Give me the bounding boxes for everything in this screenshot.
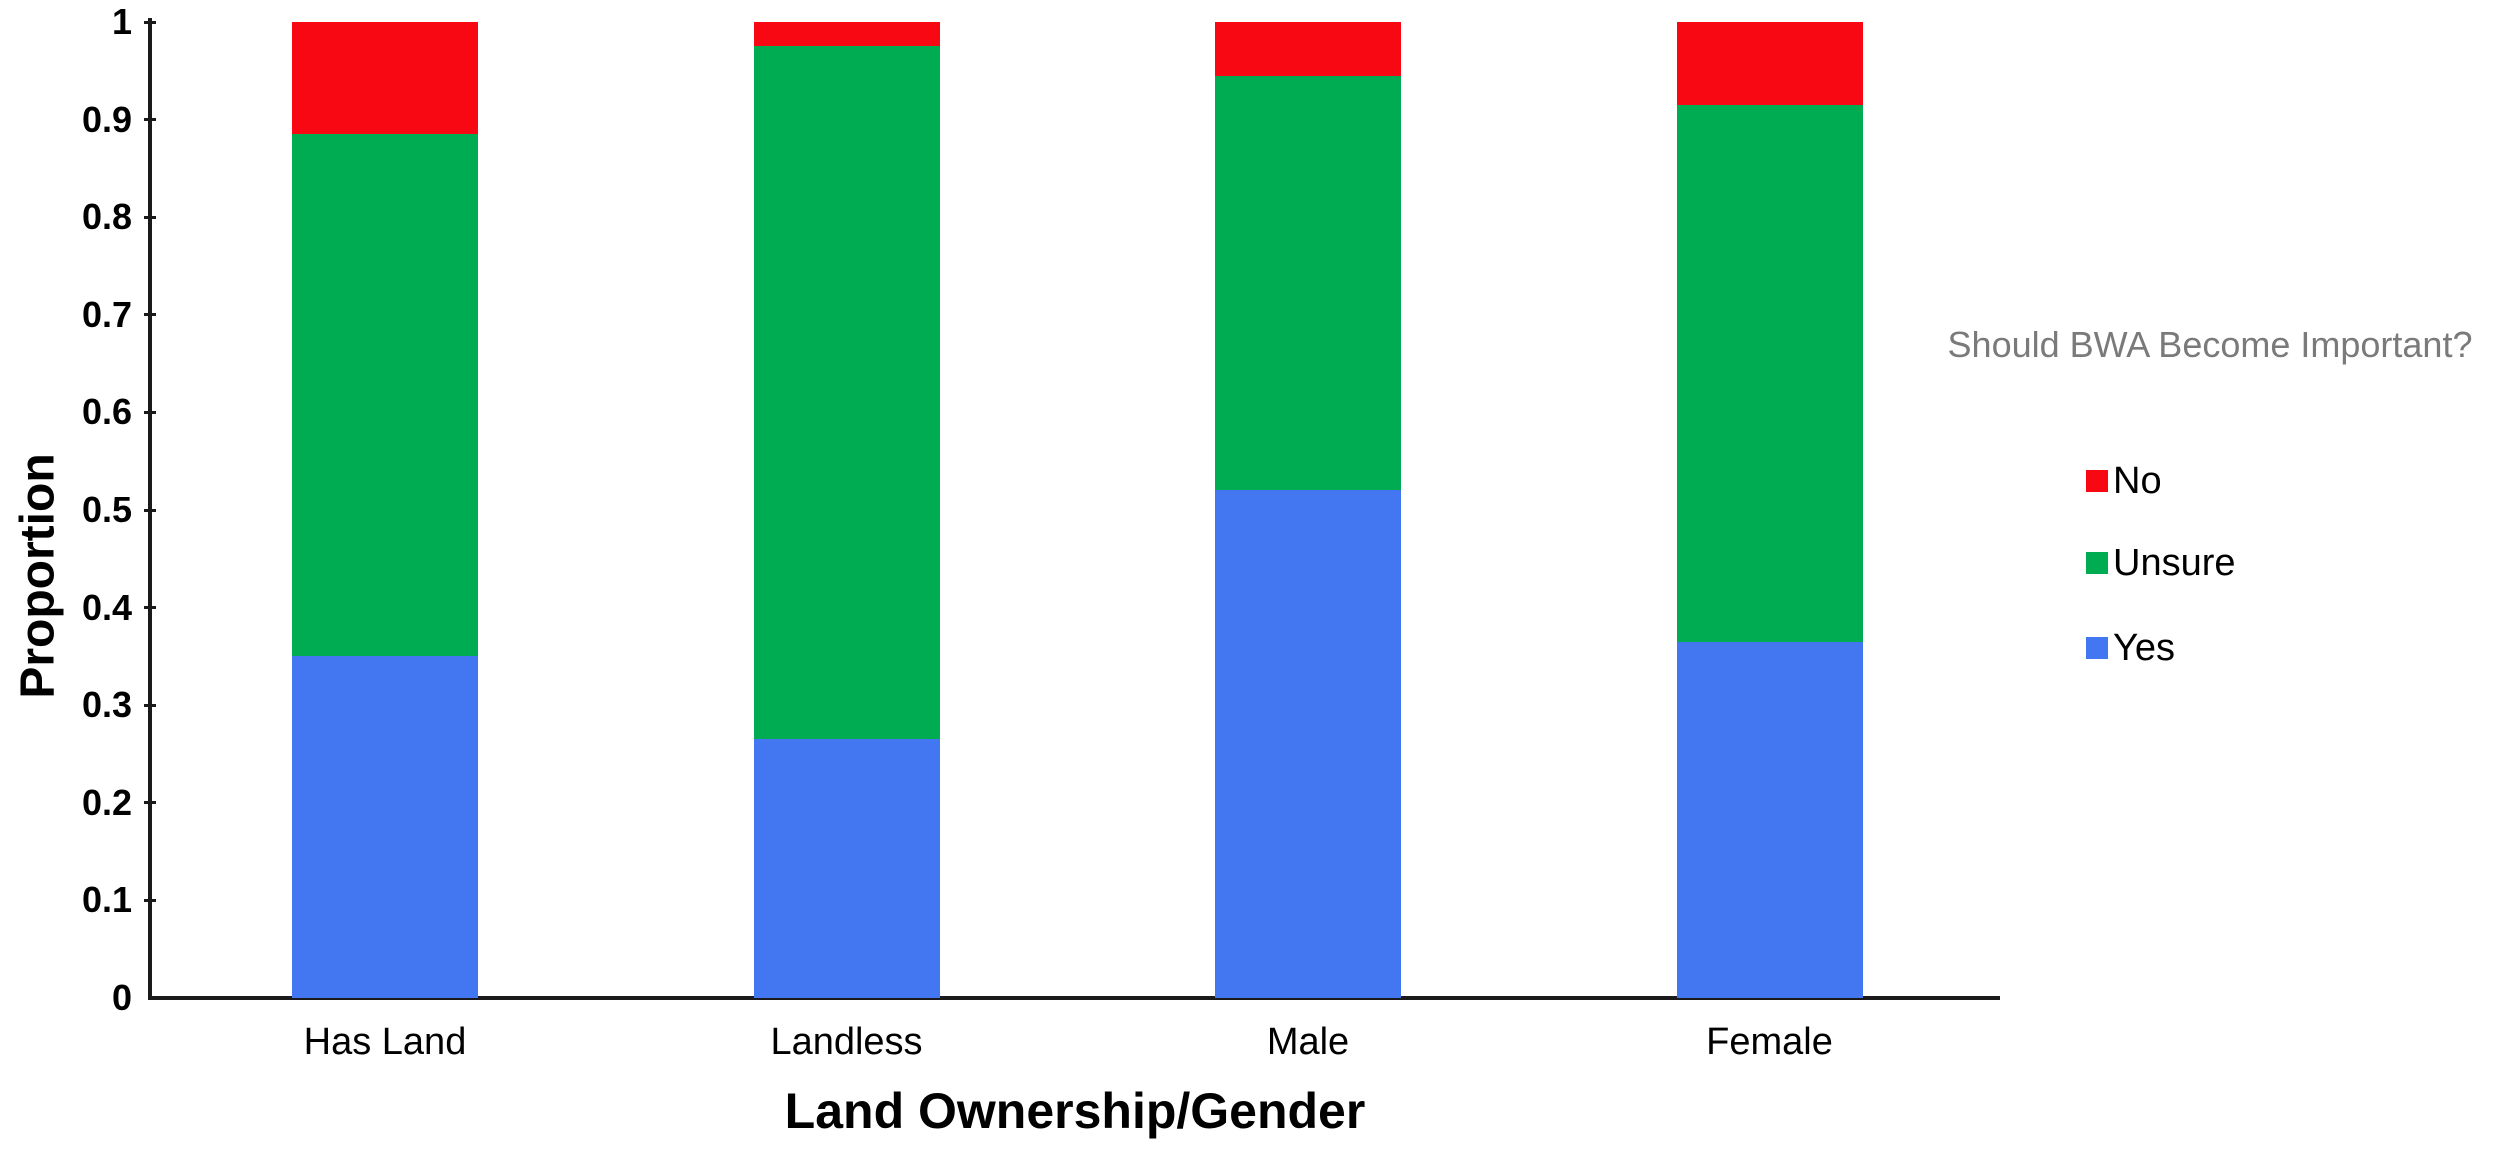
bar-segment-landless-yes — [753, 739, 940, 998]
bar-landless — [753, 22, 940, 998]
bar-segment-has-land-unsure — [292, 134, 478, 657]
y-tick-label-0.9: 0.9 — [81, 98, 132, 140]
y-tick-mark — [144, 118, 156, 122]
legend-label-unsure: Unsure — [2113, 542, 2236, 584]
bar-segment-female-yes — [1676, 641, 1863, 998]
legend-label-no: No — [2113, 460, 2162, 502]
category-label-has-land: Has Land — [303, 1021, 467, 1063]
y-tick-label-0.5: 0.5 — [81, 489, 132, 530]
bar-segment-male-unsure — [1215, 75, 1401, 491]
y-tick-label-0.4: 0.4 — [81, 586, 132, 628]
y-axis-title: Proportion — [11, 453, 65, 699]
y-tick-label-0.8: 0.8 — [81, 196, 132, 238]
y-tick-mark — [144, 410, 156, 414]
y-tick-label-0: 0 — [111, 977, 132, 1018]
y-tick-label-0.3: 0.3 — [81, 684, 132, 726]
y-tick-mark — [144, 606, 156, 610]
category-label-male: Male — [1266, 1021, 1350, 1063]
legend-item-no: No — [2086, 459, 2162, 503]
bar-segment-female-no — [1676, 22, 1863, 105]
y-tick-mark — [144, 801, 156, 805]
bar-segment-female-unsure — [1676, 104, 1863, 642]
category-label-landless: Landless — [770, 1021, 923, 1063]
y-tick-mark — [144, 215, 156, 219]
x-axis-title: Land Ownership/Gender — [784, 1083, 1366, 1139]
y-tick-mark — [144, 20, 156, 24]
category-label-female: Female — [1706, 1021, 1833, 1063]
y-tick-mark — [144, 703, 156, 707]
y-tick-label-0.6: 0.6 — [81, 391, 132, 433]
legend-title: Should BWA Become Important? — [1947, 324, 2473, 365]
legend-swatch-yes — [2086, 637, 2108, 659]
legend-swatch-unsure — [2086, 552, 2108, 574]
bar-segment-male-yes — [1215, 490, 1401, 998]
bar-female — [1676, 22, 1863, 998]
legend-label-yes: Yes — [2113, 627, 2175, 669]
bar-male — [1215, 22, 1401, 998]
legend-item-unsure: Unsure — [2086, 541, 2236, 585]
bar-segment-has-land-no — [292, 22, 478, 135]
y-tick-mark — [144, 898, 156, 902]
y-tick-label-1: 1 — [111, 1, 132, 42]
bar-segment-has-land-yes — [292, 656, 478, 998]
bar-segment-landless-no — [753, 22, 940, 47]
y-tick-label-0.7: 0.7 — [81, 293, 132, 335]
bar-segment-landless-unsure — [753, 46, 940, 740]
y-tick-mark — [144, 508, 156, 512]
bar-has-land — [292, 22, 478, 998]
y-tick-label-0.1: 0.1 — [81, 879, 132, 921]
bar-segment-male-no — [1215, 22, 1401, 76]
y-tick-label-0.2: 0.2 — [81, 781, 132, 823]
legend-item-yes: Yes — [2086, 626, 2175, 670]
x-axis-line — [148, 996, 2000, 1000]
legend-swatch-no — [2086, 470, 2108, 492]
y-tick-mark — [144, 313, 156, 317]
